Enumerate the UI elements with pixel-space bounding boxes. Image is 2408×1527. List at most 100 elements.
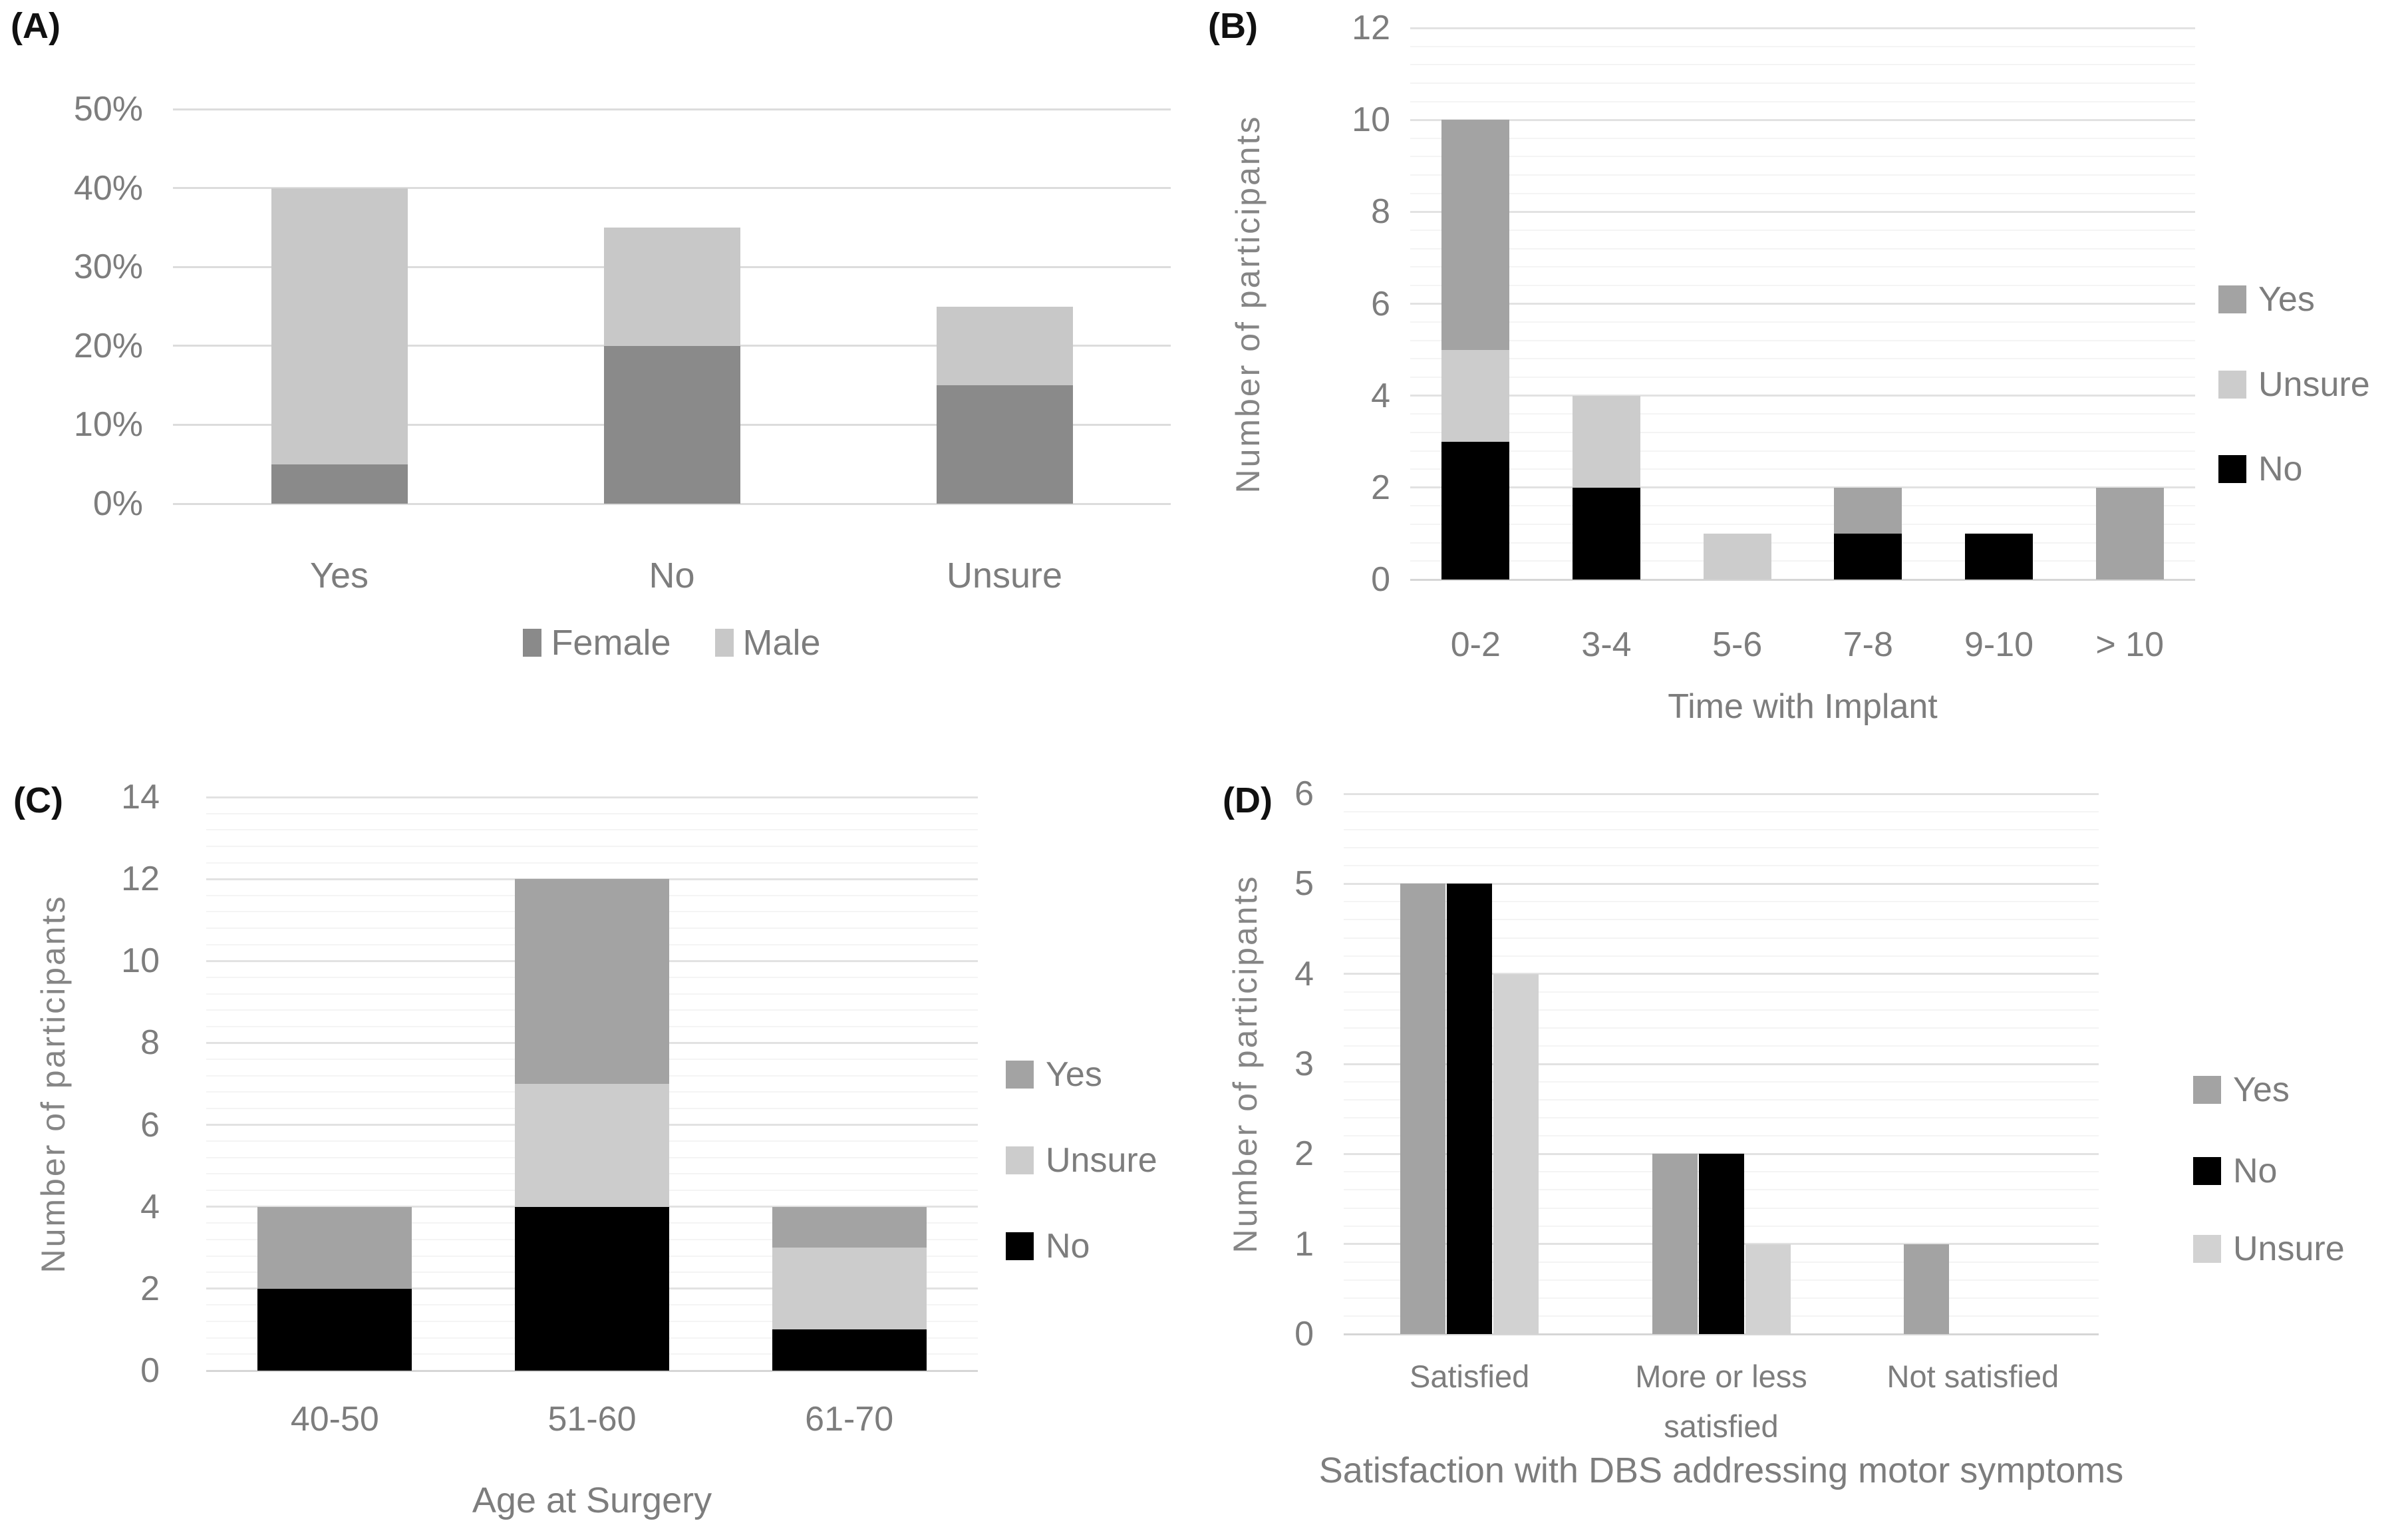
panel-c-age-at-surgery-chart: (C) 0 2 4 6 8 10 12 14 Number of participants 40-… xyxy=(0,763,1204,1527)
minor-gridline xyxy=(1410,450,2195,452)
bar-unsure-Satisfied xyxy=(1493,973,1539,1334)
minor-gridline xyxy=(1344,1099,2099,1101)
minor-gridline xyxy=(1410,377,2195,379)
minor-gridline xyxy=(1410,45,2195,47)
y-axis-tick-label: 4 xyxy=(140,1187,160,1226)
x-axis-category-label: 3-4 xyxy=(1581,625,1632,664)
legend-swatch-yes xyxy=(1006,1061,1034,1089)
bar-segment-male-Yes xyxy=(271,188,408,464)
major-gridline xyxy=(1410,303,2195,305)
major-gridline xyxy=(1344,973,2099,975)
bar-segment-unsure-61-70 xyxy=(772,1248,927,1330)
minor-gridline xyxy=(1410,82,2195,84)
bar-segment-yes-61-70 xyxy=(772,1206,927,1248)
y-axis-tick-label: 20% xyxy=(73,326,143,365)
minor-gridline xyxy=(1410,174,2195,176)
bar-unsure-More or less satisfied xyxy=(1745,1244,1791,1334)
x-axis-category-label: Yes xyxy=(309,556,369,595)
x-axis-baseline xyxy=(206,1369,978,1372)
y-axis-tick-label: 1 xyxy=(1294,1224,1314,1264)
minor-gridline xyxy=(1410,542,2195,544)
legend-swatch-no xyxy=(2218,455,2246,483)
minor-gridline xyxy=(1344,919,2099,921)
y-axis-title: Number of participants xyxy=(1227,874,1264,1254)
bar-segment-yes-40-50 xyxy=(257,1206,412,1289)
y-axis-tick-label: 30% xyxy=(73,248,143,287)
major-gridline xyxy=(1344,882,2099,885)
major-gridline xyxy=(1410,118,2195,121)
legend-swatch-unsure xyxy=(1006,1146,1034,1174)
bar-segment-female-No xyxy=(603,345,740,504)
minor-gridline xyxy=(1410,137,2195,139)
minor-gridline xyxy=(1344,829,2099,831)
minor-gridline xyxy=(1344,1135,2099,1137)
legend-label-no: No xyxy=(2233,1152,2278,1190)
y-axis-tick-label: 4 xyxy=(1294,954,1314,993)
y-axis-tick-label: 10 xyxy=(121,941,160,981)
major-gridline xyxy=(1344,792,2099,795)
x-axis-category-label: Satisfied xyxy=(1410,1359,1530,1394)
legend-label-no: No xyxy=(1046,1227,1090,1266)
major-gridline xyxy=(1344,1063,2099,1065)
minor-gridline xyxy=(1410,505,2195,507)
bar-segment-unsure-5-6 xyxy=(1703,533,1771,580)
minor-gridline xyxy=(1410,321,2195,323)
legend-item-female: Female xyxy=(523,622,671,663)
panel-c-letter: (C) xyxy=(13,780,63,820)
minor-gridline xyxy=(1410,248,2195,250)
bar-no-More or less satisfied xyxy=(1698,1154,1744,1334)
minor-gridline xyxy=(1344,1045,2099,1047)
panel-a-chart-area: 0% 10% 20% 30% 40% 50% Yes No Unsure Female Male xyxy=(0,0,1204,763)
bar-segment-unsure-3-4 xyxy=(1572,395,1641,488)
x-axis-category-label: 7-8 xyxy=(1843,625,1893,664)
x-axis-baseline xyxy=(1410,578,2195,581)
minor-gridline xyxy=(1344,955,2099,957)
y-axis-tick-label: 0 xyxy=(140,1351,160,1390)
minor-gridline xyxy=(1410,560,2195,562)
minor-gridline xyxy=(1410,468,2195,470)
y-axis-tick-label: 0 xyxy=(1294,1315,1314,1353)
legend-label-no: No xyxy=(2258,450,2303,488)
bar-yes-Not satisfied xyxy=(1903,1244,1949,1334)
minor-gridline xyxy=(206,845,978,847)
x-axis-category-label: > 10 xyxy=(2095,625,2164,664)
panel-b-time-with-implant-chart: (B) 0 2 4 6 8 10 12 Number of participants 0-2 3-… xyxy=(1204,0,2408,763)
bar-segment-unsure-0-2 xyxy=(1441,349,1510,442)
x-axis-category-label: More or less satisfied xyxy=(1635,1359,1807,1444)
minor-gridline xyxy=(1410,339,2195,341)
minor-gridline xyxy=(1410,413,2195,415)
x-axis-category-label: 51-60 xyxy=(547,1400,637,1439)
y-axis-tick-label: 14 xyxy=(121,778,160,816)
minor-gridline xyxy=(1344,901,2099,903)
bar-segment-male-Unsure xyxy=(936,306,1073,386)
panel-c-chart-area: 0 2 4 6 8 10 12 14 Number of participants 40-50 51… xyxy=(0,763,1204,1527)
bar-segment-unsure-51-60 xyxy=(515,1084,669,1207)
x-axis-title: Time with Implant xyxy=(1668,687,1938,726)
minor-gridline xyxy=(1344,937,2099,939)
bar-segment-no-7-8 xyxy=(1834,533,1902,580)
legend-label-unsure: Unsure xyxy=(2233,1230,2345,1268)
minor-gridline xyxy=(1410,229,2195,231)
minor-gridline xyxy=(1410,524,2195,526)
bar-segment-yes-7-8 xyxy=(1834,487,1902,534)
legend-label-yes: Yes xyxy=(2233,1071,2290,1109)
major-gridline xyxy=(1410,395,2195,397)
bar-segment-no-9-10 xyxy=(1964,533,2033,580)
panel-d-chart-area: 0 1 2 3 4 5 6 Number of participants Satisfied Mo… xyxy=(1204,763,2408,1527)
legend-label-yes: Yes xyxy=(1046,1055,1102,1094)
legend-swatch-male xyxy=(714,629,734,657)
major-gridline xyxy=(206,796,978,798)
panel-b-letter: (B) xyxy=(1208,6,1258,46)
bar-segment-yes-51-60 xyxy=(515,879,669,1084)
bar-segment-no-51-60 xyxy=(515,1206,669,1371)
x-axis-category-label: No xyxy=(649,556,695,595)
y-axis-tick-label: 4 xyxy=(1371,376,1390,415)
panel-a-gender-by-response-chart: (A) 0% 10% 20% 30% 40% 50% Yes No Unsure Female Ma… xyxy=(0,0,1204,763)
minor-gridline xyxy=(206,862,978,864)
minor-gridline xyxy=(1410,192,2195,194)
minor-gridline xyxy=(1344,1009,2099,1011)
bar-segment-no-40-50 xyxy=(257,1288,412,1371)
minor-gridline xyxy=(206,829,978,831)
legend-label-yes: Yes xyxy=(2258,280,2315,319)
bar-segment-yes-0-2 xyxy=(1441,120,1510,350)
